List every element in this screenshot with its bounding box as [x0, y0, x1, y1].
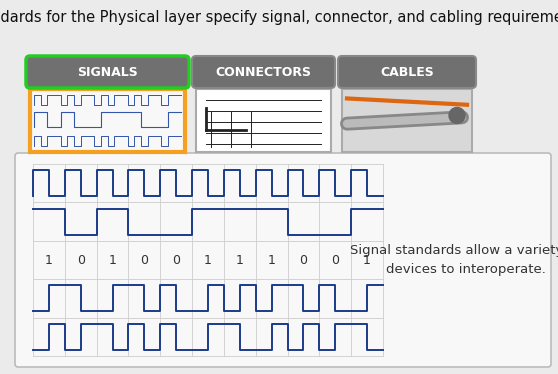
Text: 0: 0: [300, 254, 307, 267]
Text: 0: 0: [141, 254, 148, 267]
Bar: [342, 89, 472, 152]
Text: 1: 1: [109, 254, 117, 267]
Bar: [196, 89, 331, 152]
FancyBboxPatch shape: [15, 153, 551, 367]
Text: 1: 1: [236, 254, 244, 267]
Text: 1: 1: [45, 254, 53, 267]
Text: 1: 1: [268, 254, 276, 267]
Text: Standards for the Physical layer specify signal, connector, and cabling requirem: Standards for the Physical layer specify…: [0, 9, 558, 25]
Text: SIGNALS: SIGNALS: [77, 65, 138, 79]
FancyBboxPatch shape: [338, 56, 476, 88]
Text: CABLES: CABLES: [380, 65, 434, 79]
Circle shape: [449, 107, 465, 123]
Text: 0: 0: [77, 254, 85, 267]
Text: 0: 0: [331, 254, 339, 267]
Text: CONNECTORS: CONNECTORS: [215, 65, 311, 79]
FancyBboxPatch shape: [26, 56, 189, 88]
FancyBboxPatch shape: [192, 56, 335, 88]
Text: 1: 1: [204, 254, 212, 267]
Text: 0: 0: [172, 254, 180, 267]
Bar: [30, 89, 185, 152]
Text: Signal standards allow a variety of
devices to interoperate.: Signal standards allow a variety of devi…: [350, 244, 558, 276]
Text: 1: 1: [363, 254, 371, 267]
